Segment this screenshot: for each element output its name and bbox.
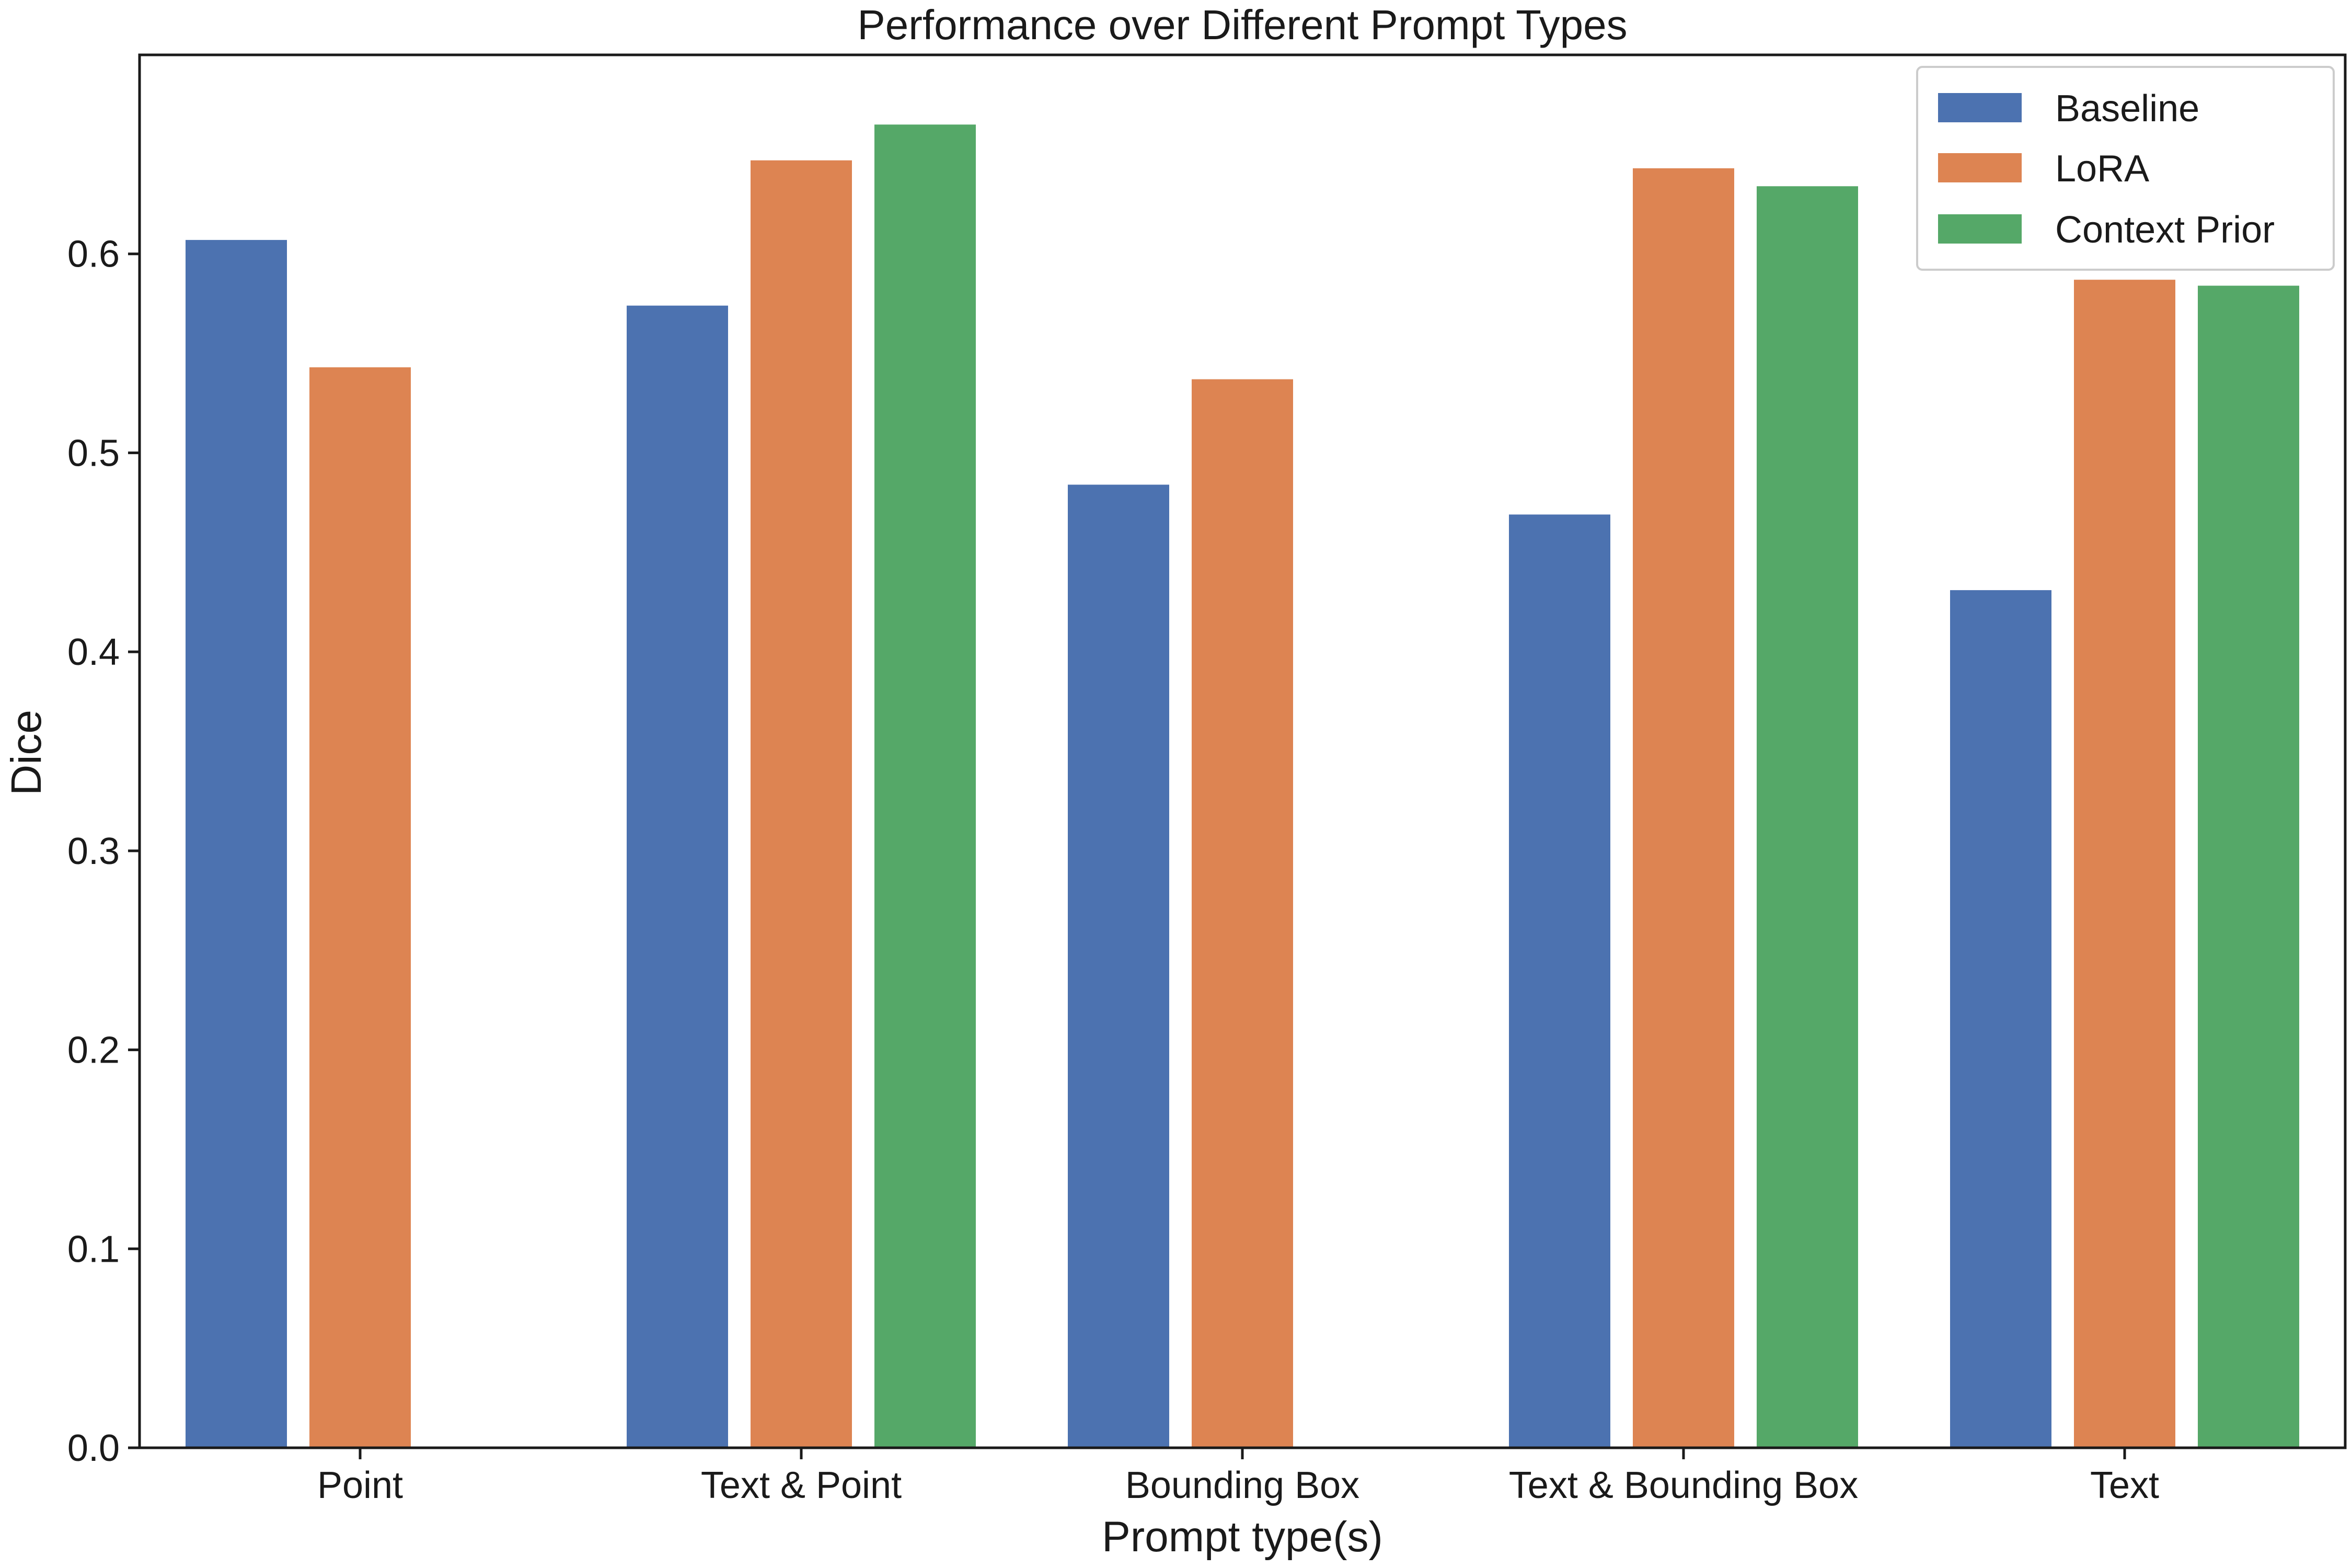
y-tick-label: 0.2 [67, 1030, 120, 1071]
legend-swatch-lora [1938, 153, 2022, 182]
bars-layer [186, 124, 2299, 1448]
y-tick-label: 0.6 [67, 234, 120, 275]
bar-baseline-4 [1950, 590, 2051, 1448]
bar-baseline-3 [1509, 514, 1610, 1448]
chart-title: Performance over Different Prompt Types [857, 2, 1627, 48]
y-axis: 0.0 0.1 0.2 0.3 0.4 0.5 0.6 [67, 234, 140, 1469]
x-tick-label: Text & Point [701, 1465, 902, 1506]
x-tick-label: Text [2090, 1465, 2159, 1506]
legend-swatch-context-prior [1938, 214, 2022, 244]
bar-lora-4 [2074, 280, 2175, 1448]
bar-context-prior-1 [874, 124, 976, 1448]
legend-label-baseline: Baseline [2055, 88, 2199, 130]
bar-lora-0 [309, 367, 411, 1448]
x-axis-label: Prompt type(s) [1102, 1513, 1383, 1561]
y-tick-label: 0.4 [67, 631, 120, 673]
x-tick-label: Point [317, 1465, 403, 1506]
legend-label-lora: LoRA [2055, 148, 2149, 190]
y-tick-label: 0.1 [67, 1228, 120, 1270]
bar-context-prior-4 [2198, 285, 2299, 1448]
bar-lora-3 [1633, 168, 1734, 1448]
y-tick-label: 0.5 [67, 432, 120, 474]
y-tick-label: 0.3 [67, 831, 120, 872]
x-axis: Point Text & Point Bounding Box Text & Boun… [317, 1448, 2159, 1506]
x-tick-label: Text & Bounding Box [1509, 1465, 1858, 1506]
x-tick-label: Bounding Box [1125, 1465, 1359, 1506]
y-tick-label: 0.0 [67, 1427, 120, 1469]
legend: Baseline LoRA Context Prior [1916, 66, 2335, 271]
bar-lora-1 [751, 160, 852, 1448]
bar-lora-2 [1192, 379, 1293, 1448]
legend-label-context-prior: Context Prior [2055, 209, 2275, 251]
bar-context-prior-3 [1757, 186, 1858, 1448]
bar-baseline-0 [186, 240, 287, 1448]
legend-swatch-baseline [1938, 93, 2022, 122]
bar-baseline-1 [627, 305, 728, 1448]
bar-baseline-2 [1068, 485, 1169, 1448]
y-axis-label: Dice [3, 710, 50, 795]
